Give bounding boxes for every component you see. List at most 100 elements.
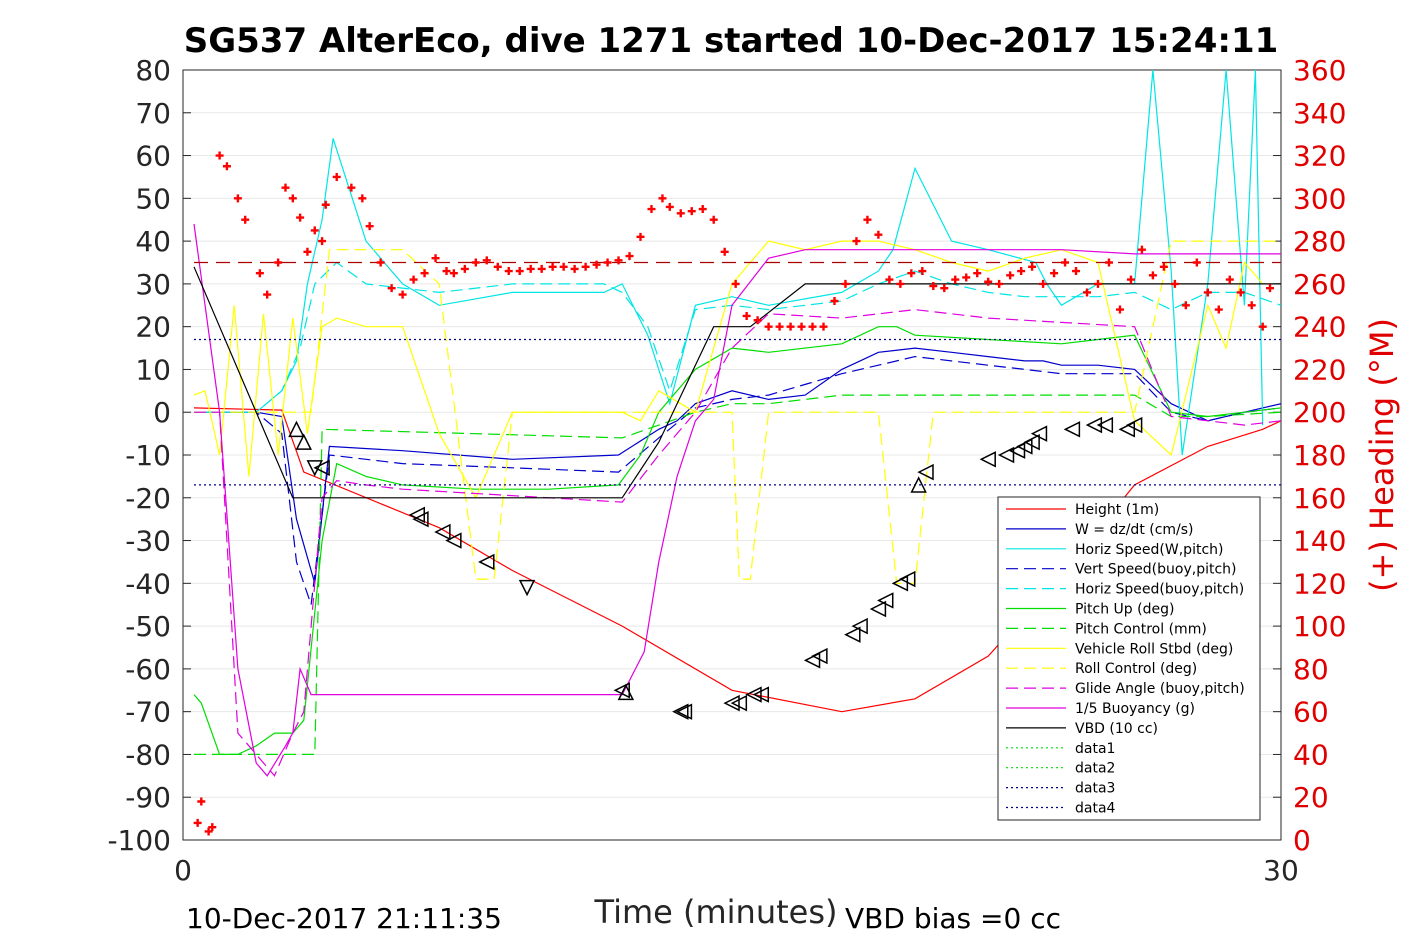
y-right-tick-label: 360 [1293,54,1346,87]
heading-point [365,222,374,231]
heading-point [347,183,356,192]
heading-point [1236,288,1245,297]
heading-point [995,279,1004,288]
state-marker [745,686,762,703]
y-tick-label: 30 [135,268,171,301]
heading-point [885,275,894,284]
y-tick-label: 0 [153,396,171,429]
heading-point [742,311,751,320]
heading-point [720,247,729,256]
state-marker [1008,442,1026,459]
y-tick-label: -30 [125,525,171,558]
x-tick-label: 30 [1263,854,1299,887]
state-marker [295,433,312,450]
y-tick-label: -100 [107,824,171,857]
heading-point [358,194,367,203]
heading-point [1266,284,1275,293]
heading-point [951,275,960,284]
heading-point [420,269,429,278]
y-tick-label: -90 [125,781,171,814]
state-marker [1030,425,1048,442]
heading-point [1083,288,1092,297]
state-marker [891,575,909,592]
heading-point [204,827,213,836]
state-marker [1096,416,1114,434]
heading-point [1214,305,1223,314]
heading-point [1258,322,1267,331]
state-marker [979,451,996,468]
state-marker [811,647,828,665]
heading-point [786,322,795,331]
legend-label: Height (1m) [1075,502,1159,518]
heading-point [193,818,202,827]
heading-point [764,322,773,331]
y-axis-left: 80 70 60 50 40 30 20 10 0 -10 -20 -30 -40 -50 -60 -70 -8… [107,54,191,857]
y-right-tick-label: 100 [1293,610,1346,643]
heading-point [1017,267,1026,276]
y-right-tick-label: 200 [1293,396,1346,429]
heading-point [665,202,674,211]
heading-point [1072,267,1081,276]
heading-point [1104,258,1113,267]
state-marker [1125,416,1143,434]
x-tick-label: 0 [174,854,192,887]
y-tick-label: -50 [125,610,171,643]
state-marker [917,463,934,481]
heading-point [592,260,601,269]
heading-point [874,230,883,239]
y-tick-label: -70 [125,696,171,729]
series-line-1 [194,347,1281,584]
y-tick-label: -60 [125,653,171,686]
heading-point [449,269,458,278]
heading-point [603,258,612,267]
legend-label: Vert Speed(buoy,pitch) [1075,562,1237,578]
heading-point [929,282,938,291]
series-line-3 [194,355,1281,605]
heading-point [581,262,590,271]
heading-point [570,264,579,273]
legend-label: data3 [1075,781,1115,797]
heading-point [197,797,206,806]
heading-point [907,269,916,278]
heading-point [409,275,418,284]
heading-point [918,267,927,276]
y-right-tick-label: 80 [1293,653,1329,686]
heading-point [625,252,634,261]
heading-point [687,207,696,216]
state-marker [672,703,689,720]
heading-point [830,297,839,305]
chart-title: SG537 AlterEco, dive 1271 started 10-Dec… [184,21,1279,61]
heading-point [460,264,469,273]
heading-point [526,264,535,273]
y-tick-label: -80 [125,738,171,771]
legend-box [997,496,1261,821]
state-marker [752,686,770,703]
heading-point [233,194,242,203]
state-marker [910,476,927,493]
heading-point [863,215,872,224]
heading-point [493,262,502,271]
heading-point [281,183,290,192]
state-marker [1118,421,1136,438]
heading-point [1039,279,1048,288]
heading-point [1115,305,1124,314]
y-tick-label: -20 [125,482,171,515]
heading-point [698,205,707,214]
legend-label: 1/5 Buoyancy (g) [1075,701,1195,717]
heading-points [193,151,1275,836]
x-axis-label: Time (minutes) [594,893,838,931]
state-marker [675,703,693,720]
heading-point [559,262,568,271]
state-marker [288,420,305,438]
legend-label: Glide Angle (buoy,pitch) [1075,681,1245,697]
legend-label: Horiz Speed(W,pitch) [1075,542,1223,558]
state-marker [997,446,1015,464]
state-marker [306,460,323,477]
heading-point [515,267,524,276]
y-right-tick-label: 180 [1293,439,1346,472]
heading-point [676,209,685,218]
legend-label: Horiz Speed(buoy,pitch) [1075,582,1244,598]
heading-point [819,322,828,331]
heading-point [797,322,806,331]
legend-label: Roll Control (deg) [1075,661,1197,677]
